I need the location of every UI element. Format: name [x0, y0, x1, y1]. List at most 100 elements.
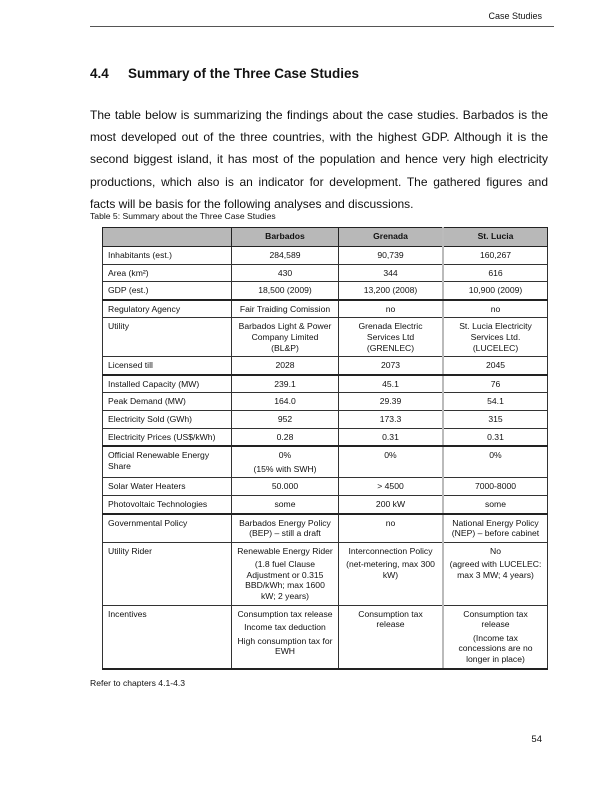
section-number: 4.4	[90, 66, 109, 81]
cell-text: 18,500 (2009)	[258, 285, 312, 296]
cell-text: Income tax deduction	[244, 622, 326, 633]
table-cell: 13,200 (2008)	[338, 281, 444, 301]
header-rule	[90, 26, 554, 27]
table-cell: 90,739	[338, 246, 444, 265]
table-cell: 76	[442, 374, 548, 394]
table-cell: 952	[231, 409, 339, 429]
row-label: Licensed till	[102, 356, 232, 376]
row-label: Photovoltaic Technologies	[102, 494, 232, 515]
cell-text: no	[385, 303, 396, 314]
cell-text: 29.39	[379, 396, 402, 407]
table-note: Refer to chapters 4.1-4.3	[90, 678, 186, 688]
table-cell: 430	[231, 263, 339, 283]
column-header	[102, 227, 232, 247]
cell-text: Fair Traiding Comission	[239, 303, 331, 314]
table-row: Utility Barbados Light & Power Company Li…	[102, 317, 548, 358]
cell-text: 0.28	[276, 431, 294, 442]
table-cell: some	[442, 494, 548, 515]
table-cell: no	[442, 299, 548, 319]
cell-text: Grenada Electric Services Ltd (GRENLEC)	[358, 321, 423, 353]
cell-text: 54.1	[487, 396, 504, 407]
cell-text: (agreed with LUCELEC: max 3 MW; 4 years)	[449, 559, 542, 580]
row-label: Inhabitants (est.)	[102, 246, 232, 265]
cell-text: 0%	[384, 450, 397, 461]
table-cell: No (agreed with LUCELEC: max 3 MW; 4 year…	[442, 541, 548, 606]
cell-text: Barbados Light & Power Company Limited (…	[238, 321, 332, 353]
cell-text: (net-metering, max 300 kW)	[346, 559, 435, 580]
cell-text: (15% with SWH)	[253, 463, 317, 474]
cell-text: 10,900 (2009)	[468, 285, 523, 296]
table-cell: Interconnection Policy (net-metering, max…	[338, 541, 444, 606]
section-title: Summary of the Three Case Studies	[128, 66, 360, 81]
row-label: Governmental Policy	[102, 513, 232, 543]
section-heading: 4.4 Summary of the Three Case Studies	[90, 66, 359, 81]
cell-text: Consumption tax release	[463, 608, 528, 630]
row-label: Installed Capacity (MW)	[102, 374, 232, 394]
cell-text: 0%	[489, 450, 502, 461]
cell-text: No	[490, 545, 501, 556]
row-label: Official Renewable Energy Share	[102, 445, 232, 479]
cell-text: National Energy Policy (NEP) – before ca…	[451, 517, 540, 539]
cell-text: 0.31	[382, 431, 399, 442]
cell-text: 173.3	[379, 413, 402, 424]
cell-text: some	[484, 498, 506, 509]
table-row: Electricity Prices (US$/kWh) 0.28 0.31 0.31	[102, 427, 548, 448]
cell-text: 2028	[275, 360, 295, 371]
table-row: Area (km²) 430 344 616	[102, 263, 548, 283]
cell-text: High consumption tax for EWH	[237, 635, 333, 657]
row-label: Incentives	[102, 604, 232, 670]
table-cell: 0.28	[231, 427, 339, 448]
cell-text: > 4500	[377, 481, 404, 492]
cell-text: 284,589	[269, 250, 301, 260]
table-cell: 164.0	[231, 392, 339, 411]
table-cell: 7000-8000	[442, 477, 548, 496]
cell-text: 164.0	[274, 396, 296, 407]
table-cell: 45.1	[338, 374, 444, 394]
table-row: Regulatory Agency Fair Traiding Comission…	[102, 299, 548, 319]
table-row: Governmental Policy Barbados Energy Polic…	[102, 513, 548, 543]
table-cell: 239.1	[231, 374, 339, 394]
table-cell: 29.39	[338, 392, 444, 411]
cell-text: Renewable Energy Rider	[237, 545, 333, 556]
table-cell: 0%	[442, 445, 548, 479]
cell-text: (Income tax concessions are no longer in…	[458, 632, 533, 665]
table-cell: 2073	[338, 356, 444, 376]
table-row: Utility Rider Renewable Energy Rider (1.8 …	[102, 541, 548, 606]
table-cell: Barbados Light & Power Company Limited (…	[231, 317, 339, 358]
cell-text: 239.1	[274, 378, 296, 389]
table-cell: 344	[338, 263, 444, 283]
row-label: Area (km²)	[102, 263, 232, 283]
row-label: Utility	[102, 317, 232, 358]
cell-text: 344	[383, 267, 398, 278]
table-cell: 284,589	[231, 246, 339, 265]
table-cell: 0.31	[442, 427, 548, 448]
cell-text: St. Lucia Electricity Services Ltd. (LUC…	[459, 321, 532, 353]
table-cell: 200 kW	[338, 494, 444, 515]
cell-text: 200 kW	[375, 498, 406, 509]
intro-paragraph: The table below is summarizing the findi…	[90, 108, 548, 211]
row-label: Solar Water Heaters	[102, 477, 232, 496]
page-number: 54	[531, 734, 542, 745]
table-cell: 2045	[442, 356, 548, 376]
table-row: Licensed till 2028 2073 2045	[102, 356, 548, 376]
cell-text: no	[490, 303, 501, 314]
table-cell: Barbados Energy Policy (BEP) – still a d…	[231, 513, 339, 543]
cell-text: 90,739	[377, 250, 404, 260]
row-label: Regulatory Agency	[102, 299, 232, 319]
row-label: GDP (est.)	[102, 281, 232, 301]
table-row: GDP (est.) 18,500 (2009) 13,200 (2008) 10,9…	[102, 281, 548, 301]
table-cell: no	[338, 513, 444, 543]
cell-text: 616	[488, 267, 503, 278]
summary-table: Barbados Grenada St. Lucia Inhabitants (es…	[102, 227, 548, 670]
table-row: Installed Capacity (MW) 239.1 45.1 76	[102, 374, 548, 394]
column-header: Barbados	[231, 227, 339, 247]
cell-text: 430	[277, 267, 293, 278]
cell-text: 13,200 (2008)	[363, 285, 418, 296]
table-cell: 315	[442, 409, 548, 429]
cell-text: 50.000	[271, 481, 299, 492]
table-header-row: Barbados Grenada St. Lucia	[102, 227, 548, 247]
cell-text: 0%	[278, 450, 292, 461]
column-header: St. Lucia	[442, 227, 548, 247]
running-header: Case Studies	[488, 11, 542, 21]
table-cell: 18,500 (2009)	[231, 281, 339, 301]
